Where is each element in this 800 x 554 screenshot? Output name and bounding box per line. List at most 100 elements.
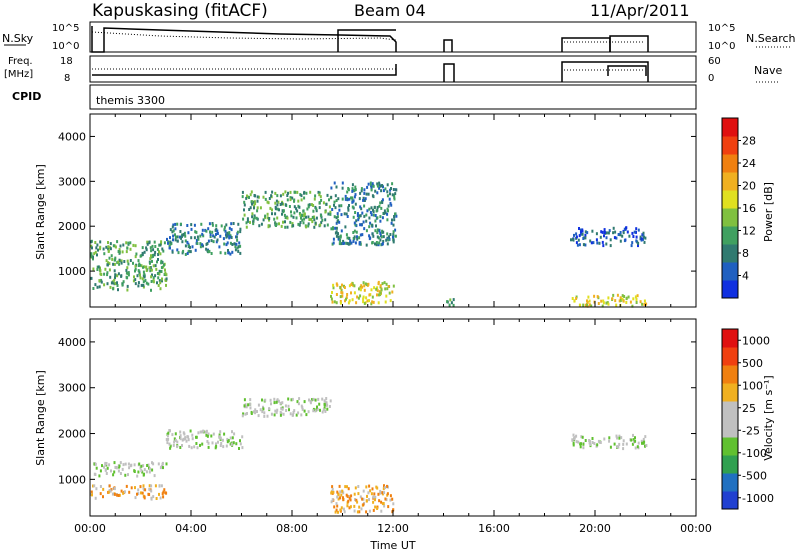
- scatter-cell: [281, 225, 283, 228]
- scatter-cell: [383, 189, 385, 192]
- scatter-cell: [235, 442, 237, 445]
- scatter-cell: [208, 446, 210, 449]
- scatter-cell: [375, 288, 377, 291]
- scatter-cell: [616, 437, 618, 440]
- scatter-cell: [150, 275, 152, 278]
- scatter-cell: [250, 193, 252, 196]
- scatter-cell: [374, 206, 376, 209]
- scatter-cell: [134, 486, 136, 489]
- scatter-cell: [190, 430, 192, 433]
- scatter-cell: [310, 401, 312, 404]
- colorbar-swatch: [722, 383, 738, 402]
- scatter-cell: [372, 194, 374, 197]
- scatter-cell: [169, 236, 171, 239]
- scatter-cell: [597, 295, 599, 298]
- scatter-cell: [371, 288, 373, 291]
- scatter-cell: [607, 296, 609, 299]
- scatter-cell: [225, 230, 227, 233]
- colorbar-tick-label: -500: [742, 469, 767, 482]
- scatter-cell: [366, 193, 368, 196]
- scatter-cell: [286, 194, 288, 197]
- scatter-cell: [173, 229, 175, 232]
- scatter-cell: [449, 298, 451, 301]
- scatter-cell: [267, 415, 269, 418]
- scatter-cell: [641, 237, 643, 240]
- scatter-cell: [327, 213, 329, 216]
- power-ylabel: Slant Range [km]: [34, 164, 47, 260]
- scatter-cell: [582, 443, 584, 446]
- scatter-cell: [220, 251, 222, 254]
- scatter-cell: [169, 247, 171, 250]
- scatter-cell: [643, 438, 645, 441]
- scatter-cell: [287, 398, 289, 401]
- scatter-cell: [192, 437, 194, 440]
- scatter-cell: [331, 298, 333, 301]
- scatter-cell: [138, 263, 140, 266]
- scatter-cell: [118, 250, 120, 253]
- scatter-cell: [392, 236, 394, 239]
- scatter-cell: [366, 229, 368, 232]
- scatter-cell: [372, 496, 374, 499]
- scatter-cell: [342, 242, 344, 245]
- scatter-cell: [600, 236, 602, 239]
- scatter-cell: [393, 224, 395, 227]
- scatter-cell: [118, 470, 120, 473]
- scatter-cell: [384, 498, 386, 501]
- scatter-cell: [256, 209, 258, 212]
- scatter-cell: [276, 217, 278, 220]
- scatter-cell: [292, 413, 294, 416]
- scatter-cell: [161, 484, 163, 487]
- scatter-cell: [327, 224, 329, 227]
- scatter-cell: [602, 241, 604, 244]
- scatter-cell: [174, 223, 176, 226]
- scatter-cell: [311, 203, 313, 206]
- scatter-cell: [355, 193, 357, 196]
- scatter-cell: [196, 242, 198, 245]
- scatter-cell: [254, 202, 256, 205]
- scatter-cell: [287, 226, 289, 229]
- scatter-cell: [346, 233, 348, 236]
- scatter-cell: [389, 499, 391, 502]
- x-tick-label: 00:00: [680, 522, 712, 535]
- scatter-cell: [181, 240, 183, 243]
- scatter-cell: [120, 461, 122, 464]
- scatter-cell: [274, 410, 276, 413]
- colorbar-swatch: [722, 208, 738, 227]
- scatter-cell: [215, 233, 217, 236]
- scatter-cell: [190, 223, 192, 226]
- scatter-cell: [125, 463, 127, 466]
- scatter-cell: [347, 500, 349, 503]
- scatter-cell: [390, 494, 392, 497]
- scatter-cell: [338, 209, 340, 212]
- scatter-cell: [298, 397, 300, 400]
- scatter-cell: [314, 198, 316, 201]
- scatter-cell: [389, 192, 391, 195]
- scatter-cell: [352, 206, 354, 209]
- scatter-cell: [363, 221, 365, 224]
- scatter-cell: [305, 192, 307, 195]
- scatter-cell: [393, 215, 395, 218]
- scatter-cell: [618, 233, 620, 236]
- scatter-cell: [105, 469, 107, 472]
- scatter-cell: [625, 227, 627, 230]
- scatter-cell: [244, 214, 246, 217]
- scatter-cell: [366, 244, 368, 247]
- scatter-cell: [393, 230, 395, 233]
- scatter-cell: [363, 215, 365, 218]
- scatter-cell: [453, 304, 455, 307]
- scatter-cell: [285, 409, 287, 412]
- scatter-cell: [212, 441, 214, 444]
- scatter-cell: [196, 436, 198, 439]
- y-tick-label: 4000: [58, 130, 86, 143]
- scatter-cell: [276, 194, 278, 197]
- scatter-cell: [138, 463, 140, 466]
- scatter-cell: [258, 414, 260, 417]
- scatter-cell: [257, 195, 259, 198]
- scatter-cell: [315, 207, 317, 210]
- scatter-cell: [290, 412, 292, 415]
- scatter-cell: [377, 236, 379, 239]
- scatter-cell: [345, 298, 347, 301]
- scatter-cell: [103, 466, 105, 469]
- scatter-cell: [379, 229, 381, 232]
- scatter-cell: [332, 498, 334, 501]
